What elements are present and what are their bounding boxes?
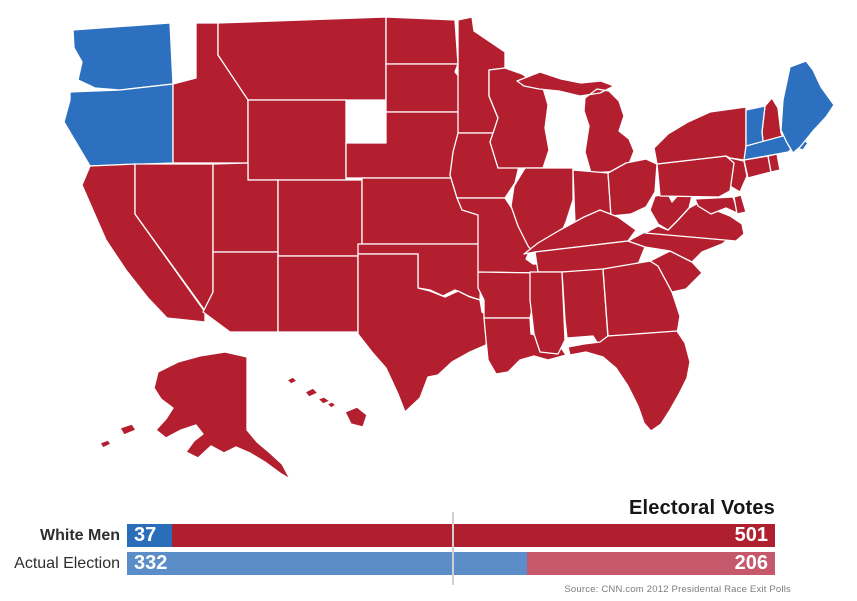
state-de — [733, 194, 747, 215]
state-fl — [567, 330, 691, 432]
row-label: Actual Election — [14, 555, 120, 572]
state-al — [561, 268, 609, 345]
state-sd — [385, 63, 463, 113]
democrat-value: 332 — [134, 552, 168, 574]
chart-title: Electoral Votes — [628, 497, 775, 519]
state-mi — [516, 71, 635, 174]
state-mt — [217, 16, 387, 101]
republican-segment — [526, 552, 775, 575]
us-electoral-map — [63, 16, 835, 480]
democrat-segment — [127, 524, 172, 547]
state-tx — [357, 253, 491, 413]
ev-bar: 332 206 — [127, 552, 775, 575]
democrat-value: 37 — [134, 524, 157, 546]
ev-row-white-men: White Men 37 501 — [0, 512, 775, 585]
source-attribution: Source: CNN.com 2012 Presidental Race Ex… — [564, 584, 791, 595]
state-nd — [385, 16, 459, 65]
state-wv — [649, 192, 693, 231]
state-or — [63, 83, 174, 167]
state-ak — [99, 351, 291, 480]
state-me — [780, 60, 835, 154]
state-hi — [286, 376, 368, 428]
states-group — [63, 16, 835, 480]
state-tn — [534, 240, 646, 273]
republican-value: 501 — [734, 524, 768, 546]
state-oh — [607, 158, 658, 217]
state-wa — [72, 22, 174, 91]
republican-segment — [171, 524, 775, 547]
state-wy — [247, 99, 347, 181]
state-wi — [488, 67, 550, 169]
state-co — [277, 179, 363, 257]
row-label: White Men — [40, 527, 120, 544]
democrat-segment — [127, 552, 527, 575]
electoral-votes-chart: White Men 37 501 Actual Election 332 206 — [0, 512, 775, 585]
republican-value: 206 — [734, 552, 768, 574]
state-nm — [277, 255, 359, 333]
ev-row-actual-election: Actual Election 332 206 — [0, 552, 775, 575]
state-az — [202, 251, 279, 333]
threshold-270-line — [452, 512, 455, 585]
state-md — [694, 196, 740, 215]
ev-bar: 37 501 — [127, 512, 775, 585]
